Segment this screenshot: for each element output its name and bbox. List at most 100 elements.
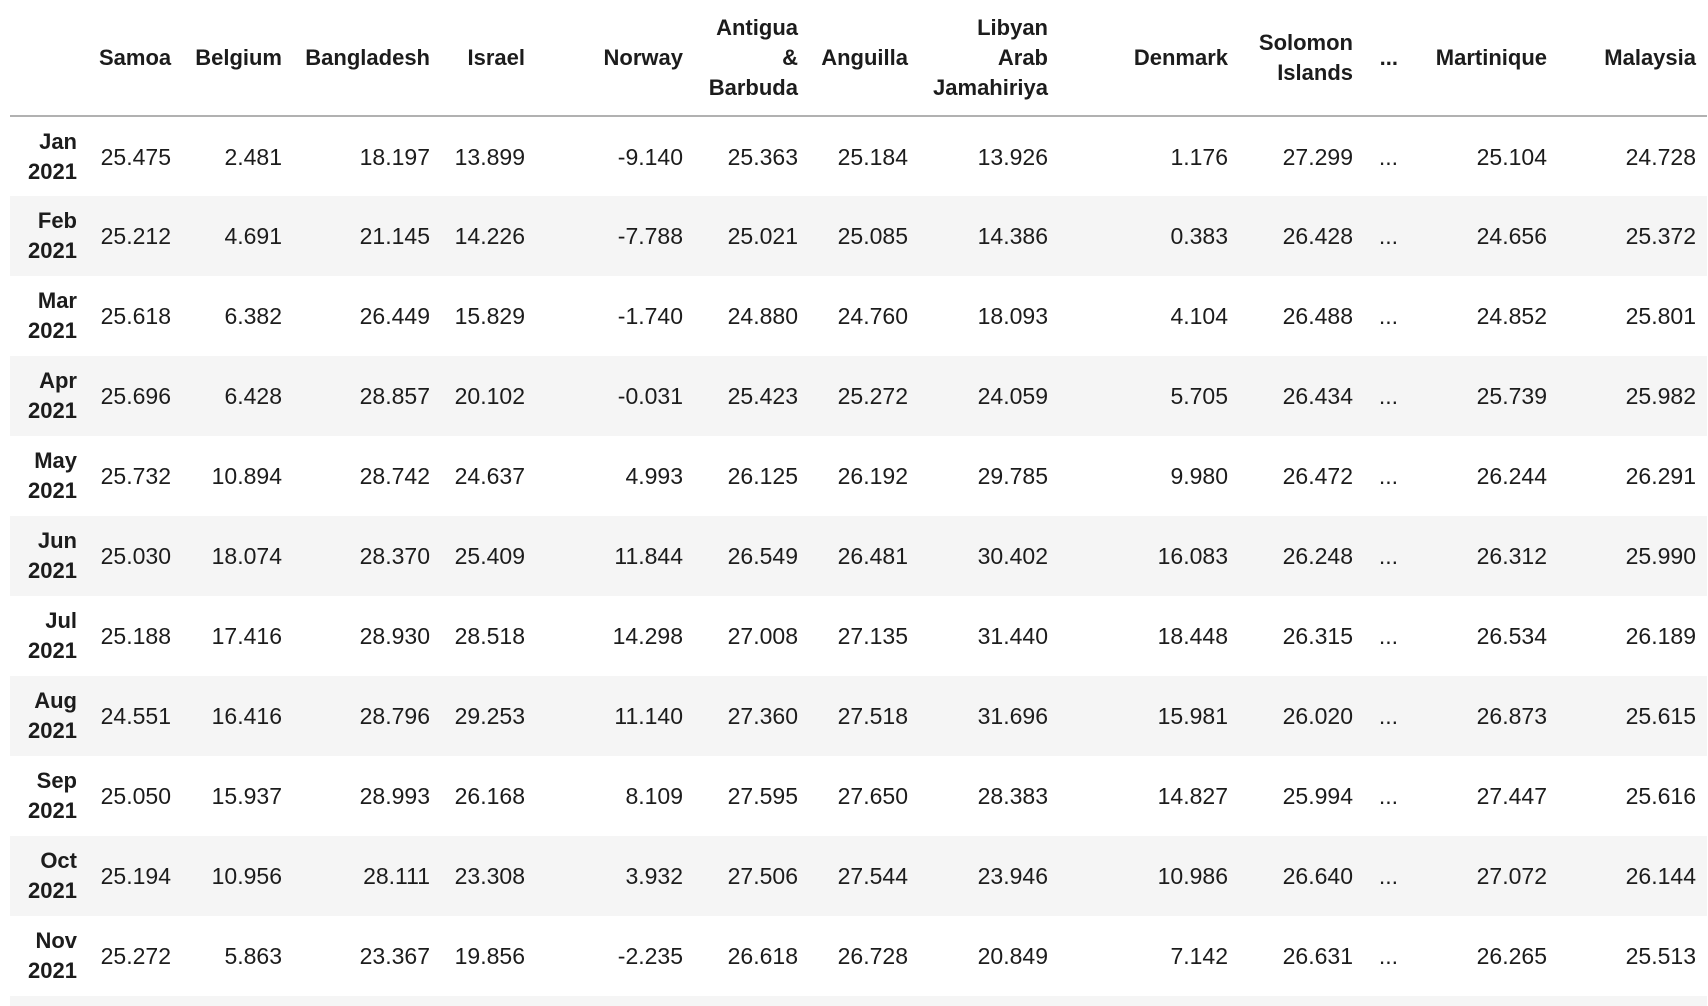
row-label: Mar 2021 <box>28 288 77 343</box>
cell: 15.981 <box>1157 703 1228 729</box>
cell: 26.315 <box>1282 623 1353 649</box>
cell: 25.513 <box>1625 943 1696 969</box>
cell: 25.732 <box>100 463 171 489</box>
cell: 13.926 <box>977 143 1048 170</box>
cell: 26.549 <box>727 543 798 569</box>
cell: ... <box>1378 703 1398 729</box>
cell: 28.796 <box>359 703 430 729</box>
dataframe-header: Samoa Belgium Bangladesh Israel Norway Antigu… <box>10 0 1707 117</box>
cell: 27.506 <box>727 863 798 889</box>
cell: 25.994 <box>1282 783 1353 809</box>
cell: 28.930 <box>359 623 430 649</box>
cell: 5.863 <box>224 943 282 969</box>
cell: 26.144 <box>1625 863 1696 889</box>
column-header: Norway <box>536 0 694 117</box>
cell: 26.248 <box>1282 543 1353 569</box>
cell: 26.640 <box>1282 863 1353 889</box>
cell: 26.244 <box>1476 463 1547 489</box>
cell: ... <box>1378 143 1398 170</box>
row-label: Jun 2021 <box>28 528 77 583</box>
cell: 4.691 <box>224 223 282 249</box>
cell: 13.899 <box>454 143 525 170</box>
cell: 26.472 <box>1282 463 1353 489</box>
cell: 25.050 <box>100 783 171 809</box>
cell: 27.299 <box>1282 143 1353 170</box>
dataframe-table: Samoa Belgium Bangladesh Israel Norway Antigu… <box>10 0 1707 1006</box>
cell: 25.423 <box>727 383 798 409</box>
cell: 26.434 <box>1282 383 1353 409</box>
cell: 27.650 <box>837 783 908 809</box>
table-row: Apr 2021 25.696 6.428 28.857 20.102 -0.031 25.… <box>10 356 1707 436</box>
table-row: Jun 2021 25.030 18.074 28.370 25.409 11.844 26… <box>10 516 1707 596</box>
cell: 27.447 <box>1476 783 1547 809</box>
cell: 18.448 <box>1157 623 1228 649</box>
column-header: Belgium <box>182 0 293 117</box>
cell: 18.074 <box>211 543 282 569</box>
column-header: Libyan Arab Jamahiriya <box>919 0 1059 117</box>
row-label: Sep 2021 <box>28 768 77 823</box>
cell <box>441 996 536 1006</box>
cell: -9.140 <box>617 143 683 170</box>
column-header: Malaysia <box>1558 0 1707 117</box>
cell: 5.705 <box>1170 383 1228 409</box>
cell: 25.475 <box>100 143 171 170</box>
table-row: Aug 2021 24.551 16.416 28.796 29.253 11.140 27… <box>10 676 1707 756</box>
cell: 25.990 <box>1625 543 1696 569</box>
cell: 10.956 <box>211 863 282 889</box>
cell: 26.291 <box>1625 463 1696 489</box>
cell: 24.728 <box>1625 143 1696 170</box>
cell: 25.212 <box>100 223 171 249</box>
cell: 25.272 <box>100 943 171 969</box>
cell: 1.176 <box>1170 143 1228 170</box>
cell: 16.416 <box>211 703 282 729</box>
cell: 25.372 <box>1625 223 1696 249</box>
cell: -1.740 <box>617 303 683 329</box>
cell: 18.197 <box>359 143 430 170</box>
cell: 25.188 <box>100 623 171 649</box>
cell: 31.696 <box>977 703 1048 729</box>
column-header: Anguilla <box>809 0 919 117</box>
table-row: Sep 2021 25.050 15.937 28.993 26.168 8.109 27.… <box>10 756 1707 836</box>
cell: ... <box>1378 223 1398 249</box>
dataframe-body: Jan 2021 25.475 2.481 18.197 13.899 -9.140 25.… <box>10 116 1707 1006</box>
cell <box>1239 996 1364 1006</box>
cell: 25.982 <box>1625 383 1696 409</box>
row-label: May 2021 <box>28 448 77 503</box>
cell <box>809 996 919 1006</box>
cell: 2.481 <box>224 143 282 170</box>
row-label: Oct 2021 <box>28 848 77 903</box>
cell: 30.402 <box>977 543 1048 569</box>
column-header: Solomon Islands <box>1239 0 1364 117</box>
cell: 16.083 <box>1157 543 1228 569</box>
cell: 29.785 <box>977 463 1048 489</box>
cell: 11.140 <box>614 703 683 729</box>
cell <box>293 996 441 1006</box>
cell: 26.449 <box>359 303 430 329</box>
cell <box>88 996 182 1006</box>
cell: ... <box>1378 783 1398 809</box>
table-row: Nov 2021 25.272 5.863 23.367 19.856 -2.235 26.… <box>10 916 1707 996</box>
cell <box>694 996 809 1006</box>
column-header: ... <box>1364 0 1409 117</box>
table-row: Jul 2021 25.188 17.416 28.930 28.518 14.298 27… <box>10 596 1707 676</box>
cell: 6.382 <box>224 303 282 329</box>
cell: 25.085 <box>837 223 908 249</box>
cell <box>919 996 1059 1006</box>
cell: 25.615 <box>1625 703 1696 729</box>
cell: 26.534 <box>1476 623 1547 649</box>
cell: 25.363 <box>727 143 798 170</box>
cell: 25.409 <box>454 543 525 569</box>
cell: 14.386 <box>977 223 1048 249</box>
cell: 28.857 <box>359 383 430 409</box>
column-header: Martinique <box>1409 0 1558 117</box>
cell: 26.265 <box>1476 943 1547 969</box>
cell: 14.226 <box>454 223 525 249</box>
cell: 26.488 <box>1282 303 1353 329</box>
cell: 26.428 <box>1282 223 1353 249</box>
cell: 23.308 <box>454 863 525 889</box>
cell: 27.544 <box>837 863 908 889</box>
cell: 24.059 <box>977 383 1048 409</box>
column-header: Antigua & Barbuda <box>694 0 809 117</box>
column-header: Bangladesh <box>293 0 441 117</box>
